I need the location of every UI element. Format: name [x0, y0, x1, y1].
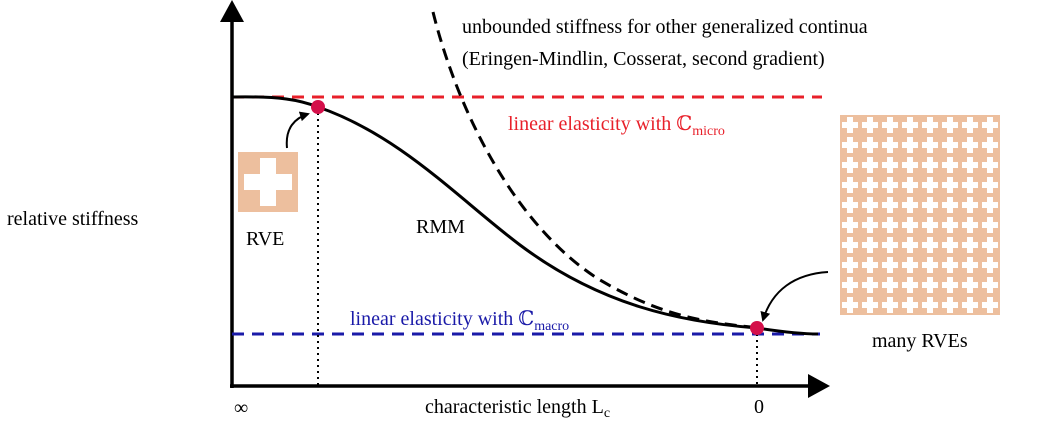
micro-label: linear elasticity with ℂmicro [508, 113, 725, 139]
x-left-label: ∞ [234, 397, 248, 419]
x-axis-label: characteristic length Lc [425, 396, 610, 421]
x-arrow [808, 374, 830, 398]
annotation: unbounded stiffness for other generalize… [462, 16, 868, 38]
annotation: (Eringen-Mindlin, Cosserat, second gradi… [462, 48, 825, 70]
rmm-label: RMM [416, 216, 465, 238]
many-rves-label: many RVEs [872, 330, 968, 352]
rve-label: RVE [246, 228, 284, 250]
many-rves-icon [840, 115, 1000, 315]
y-arrow [220, 0, 244, 22]
y-axis-label: relative stiffness [7, 208, 138, 230]
rve-point [311, 100, 325, 114]
rve-arrow [285, 111, 310, 149]
rves-arrow [760, 271, 829, 322]
x-right-label: 0 [754, 396, 764, 418]
rves-point [750, 321, 764, 335]
macro-label: linear elasticity with ℂmacro [350, 308, 569, 334]
rve-icon-cross [244, 174, 292, 190]
